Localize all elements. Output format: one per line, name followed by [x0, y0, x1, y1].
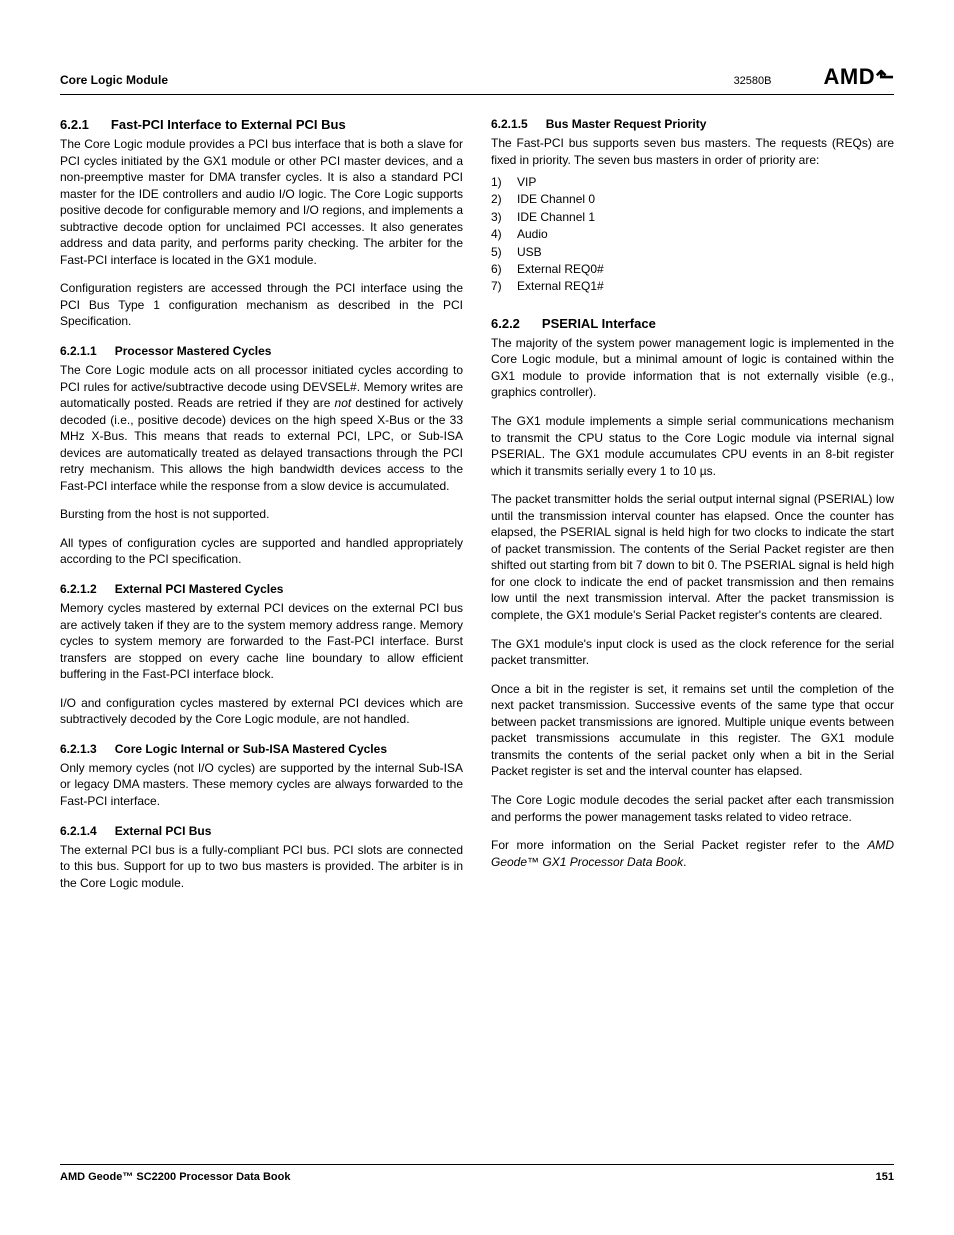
heading-title: Core Logic Internal or Sub-ISA Mastered … [115, 742, 463, 756]
heading-number: 6.2.2 [491, 316, 520, 331]
body-paragraph: The GX1 module implements a simple seria… [491, 413, 894, 479]
list-item: 4)Audio [491, 226, 894, 243]
list-item-number: 1) [491, 174, 517, 191]
list-item-number: 4) [491, 226, 517, 243]
heading-number: 6.2.1.1 [60, 344, 97, 358]
list-item: 1)VIP [491, 174, 894, 191]
list-item-text: USB [517, 244, 542, 261]
heading-6-2-1-5: 6.2.1.5 Bus Master Request Priority [491, 117, 894, 131]
page-header: Core Logic Module 32580B AMD⬏ [60, 64, 894, 95]
text-emphasis: not [335, 396, 352, 410]
list-item: 2)IDE Channel 0 [491, 191, 894, 208]
list-item-text: External REQ1# [517, 278, 604, 295]
body-paragraph: Memory cycles mastered by external PCI d… [60, 600, 463, 683]
body-paragraph: The Fast-PCI bus supports seven bus mast… [491, 135, 894, 168]
body-paragraph: For more information on the Serial Packe… [491, 837, 894, 870]
list-item-number: 5) [491, 244, 517, 261]
heading-number: 6.2.1.2 [60, 582, 97, 596]
heading-number: 6.2.1 [60, 117, 89, 132]
list-item: 6)External REQ0# [491, 261, 894, 278]
text-run: destined for actively decoded (i.e., pos… [60, 396, 463, 493]
heading-title: Bus Master Request Priority [546, 117, 894, 131]
list-item: 7)External REQ1# [491, 278, 894, 295]
list-item-text: Audio [517, 226, 548, 243]
list-item-text: IDE Channel 0 [517, 191, 595, 208]
heading-6-2-1-2: 6.2.1.2 External PCI Mastered Cycles [60, 582, 463, 596]
list-item: 3)IDE Channel 1 [491, 209, 894, 226]
heading-title: Processor Mastered Cycles [115, 344, 463, 358]
text-run: For more information on the Serial Packe… [491, 838, 867, 852]
list-item-text: External REQ0# [517, 261, 604, 278]
content-columns: 6.2.1 Fast-PCI Interface to External PCI… [60, 117, 894, 903]
amd-logo-arrow-icon: ⬏ [875, 64, 894, 90]
heading-6-2-2: 6.2.2 PSERIAL Interface [491, 316, 894, 331]
body-paragraph: The Core Logic module acts on all proces… [60, 362, 463, 494]
heading-6-2-1-1: 6.2.1.1 Processor Mastered Cycles [60, 344, 463, 358]
body-paragraph: Once a bit in the register is set, it re… [491, 681, 894, 780]
list-item-number: 2) [491, 191, 517, 208]
list-item-number: 7) [491, 278, 517, 295]
header-right-group: 32580B AMD⬏ [734, 64, 894, 90]
body-paragraph: I/O and configuration cycles mastered by… [60, 695, 463, 728]
amd-logo: AMD⬏ [824, 64, 895, 90]
heading-title: External PCI Bus [115, 824, 463, 838]
body-paragraph: The external PCI bus is a fully-complian… [60, 842, 463, 892]
footer-book-title: AMD Geode™ SC2200 Processor Data Book [60, 1171, 290, 1183]
page-footer: AMD Geode™ SC2200 Processor Data Book 15… [60, 1164, 894, 1183]
heading-6-2-1: 6.2.1 Fast-PCI Interface to External PCI… [60, 117, 463, 132]
list-item-text: VIP [517, 174, 536, 191]
footer-page-number: 151 [876, 1171, 894, 1183]
header-doc-number: 32580B [734, 75, 772, 87]
body-paragraph: The Core Logic module provides a PCI bus… [60, 136, 463, 268]
body-paragraph: Only memory cycles (not I/O cycles) are … [60, 760, 463, 810]
list-item: 5)USB [491, 244, 894, 261]
list-item-number: 3) [491, 209, 517, 226]
heading-number: 6.2.1.5 [491, 117, 528, 131]
body-paragraph: The packet transmitter holds the serial … [491, 491, 894, 623]
header-section-title: Core Logic Module [60, 73, 168, 87]
body-paragraph: All types of configuration cycles are su… [60, 535, 463, 568]
body-paragraph: The Core Logic module decodes the serial… [491, 792, 894, 825]
amd-logo-text: AMD [824, 64, 876, 89]
heading-title: PSERIAL Interface [542, 316, 656, 331]
body-paragraph: Configuration registers are accessed thr… [60, 280, 463, 330]
heading-number: 6.2.1.3 [60, 742, 97, 756]
body-paragraph: The GX1 module's input clock is used as … [491, 636, 894, 669]
list-item-text: IDE Channel 1 [517, 209, 595, 226]
heading-title: Fast-PCI Interface to External PCI Bus [111, 117, 346, 132]
heading-title: External PCI Mastered Cycles [115, 582, 463, 596]
heading-number: 6.2.1.4 [60, 824, 97, 838]
body-paragraph: The majority of the system power managem… [491, 335, 894, 401]
body-paragraph: Bursting from the host is not supported. [60, 506, 463, 523]
left-column: 6.2.1 Fast-PCI Interface to External PCI… [60, 117, 463, 903]
heading-6-2-1-4: 6.2.1.4 External PCI Bus [60, 824, 463, 838]
text-run: . [683, 855, 686, 869]
heading-6-2-1-3: 6.2.1.3 Core Logic Internal or Sub-ISA M… [60, 742, 463, 756]
list-item-number: 6) [491, 261, 517, 278]
right-column: 6.2.1.5 Bus Master Request Priority The … [491, 117, 894, 903]
priority-list: 1)VIP 2)IDE Channel 0 3)IDE Channel 1 4)… [491, 174, 894, 296]
